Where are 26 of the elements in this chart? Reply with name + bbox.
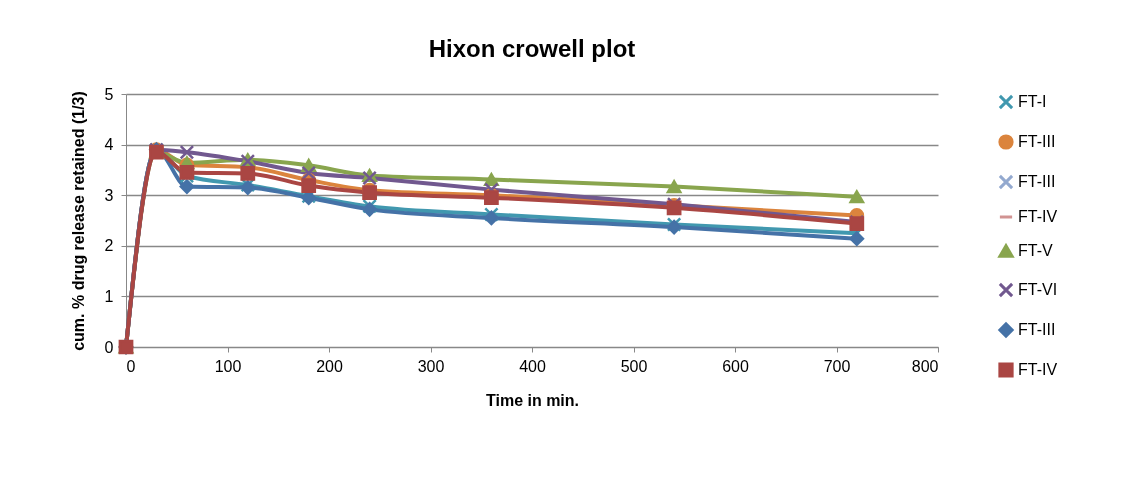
x-tick-label: 800 bbox=[911, 357, 939, 375]
x-tick-label: 700 bbox=[823, 357, 851, 375]
legend-label: FT-V bbox=[1018, 242, 1053, 259]
legend-label: FT-I bbox=[1018, 93, 1047, 110]
y-tick-label: 0 bbox=[104, 338, 114, 356]
x-tick-label: 400 bbox=[519, 357, 546, 375]
y-axis-title: cum. % drug release retained (1/3) bbox=[69, 91, 87, 351]
y-tick-label: 5 bbox=[104, 85, 114, 103]
legend-label: FT-IV bbox=[1018, 361, 1058, 378]
x-axis-title: Time in min. bbox=[485, 391, 580, 409]
legend-label: FT-IV bbox=[1018, 208, 1058, 225]
x-tick-label: 300 bbox=[417, 357, 445, 375]
y-tick-label: 2 bbox=[104, 237, 114, 255]
legend-label: FT-III bbox=[1018, 321, 1056, 338]
x-tick-label: 500 bbox=[620, 357, 648, 375]
legend-label: FT-III bbox=[1018, 133, 1056, 150]
x-tick-label: 600 bbox=[722, 357, 749, 375]
y-tick-label: 3 bbox=[104, 186, 114, 204]
chart-title: Hixon crowell plot bbox=[428, 35, 636, 62]
y-tick-label: 4 bbox=[104, 136, 114, 154]
x-tick-label: 0 bbox=[126, 357, 136, 375]
x-tick-label: 200 bbox=[316, 357, 343, 375]
x-tick-label: 100 bbox=[214, 357, 242, 375]
legend-label: FT-VI bbox=[1018, 281, 1058, 298]
legend-label: FT-III bbox=[1018, 173, 1056, 190]
y-tick-label: 1 bbox=[104, 287, 114, 305]
